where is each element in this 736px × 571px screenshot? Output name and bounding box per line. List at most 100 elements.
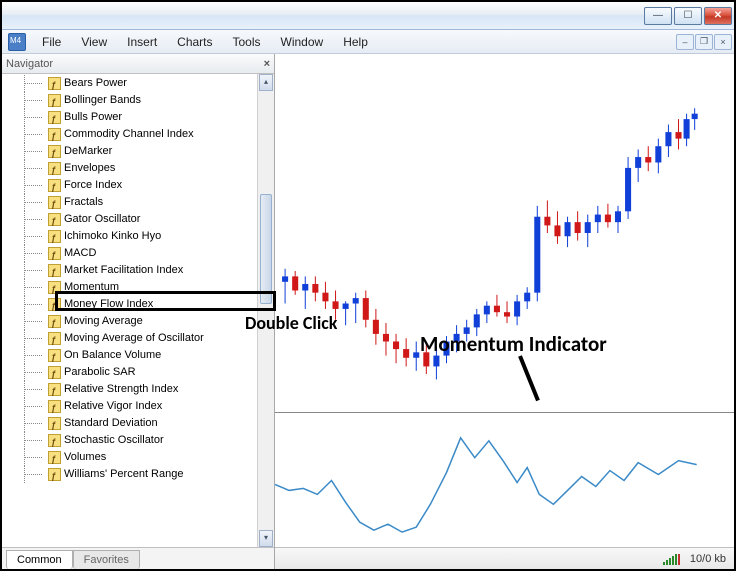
- indicator-item[interactable]: Envelopes: [20, 160, 257, 177]
- mdi-close-button[interactable]: ×: [714, 34, 732, 50]
- fx-icon: [48, 128, 61, 141]
- indicator-label: Force Index: [64, 177, 122, 194]
- indicator-item[interactable]: Parabolic SAR: [20, 364, 257, 381]
- navigator-scrollbar[interactable]: ▴ ▾: [257, 74, 274, 547]
- indicator-item[interactable]: Ichimoko Kinko Hyo: [20, 228, 257, 245]
- indicator-item[interactable]: Money Flow Index: [20, 296, 257, 313]
- indicator-label: MACD: [64, 245, 96, 262]
- fx-icon: [48, 349, 61, 362]
- tab-favorites[interactable]: Favorites: [73, 550, 140, 569]
- fx-icon: [48, 94, 61, 107]
- indicator-item[interactable]: Williams' Percent Range: [20, 466, 257, 483]
- menu-window[interactable]: Window: [271, 31, 334, 53]
- indicator-label: Momentum: [64, 279, 119, 296]
- indicator-label: Gator Oscillator: [64, 211, 140, 228]
- fx-icon: [48, 247, 61, 260]
- indicator-label: Volumes: [64, 449, 106, 466]
- indicator-item[interactable]: Fractals: [20, 194, 257, 211]
- fx-icon: [48, 145, 61, 158]
- indicator-label: Money Flow Index: [64, 296, 153, 313]
- indicator-item[interactable]: Commodity Channel Index: [20, 126, 257, 143]
- chart-area[interactable]: 10/0 kb: [275, 54, 734, 569]
- indicator-label: Fractals: [64, 194, 103, 211]
- menu-help[interactable]: Help: [333, 31, 378, 53]
- navigator-close-icon[interactable]: ×: [264, 58, 270, 70]
- fx-icon: [48, 366, 61, 379]
- fx-icon: [48, 400, 61, 413]
- indicator-item[interactable]: Bollinger Bands: [20, 92, 257, 109]
- status-kb: 10/0 kb: [690, 553, 726, 565]
- indicator-item[interactable]: DeMarker: [20, 143, 257, 160]
- indicator-label: Envelopes: [64, 160, 115, 177]
- indicator-item[interactable]: Volumes: [20, 449, 257, 466]
- navigator-tabs: Common Favorites: [2, 547, 274, 569]
- indicator-item[interactable]: Stochastic Oscillator: [20, 432, 257, 449]
- indicator-label: Bollinger Bands: [64, 92, 141, 109]
- menu-tools[interactable]: Tools: [223, 31, 271, 53]
- indicator-item[interactable]: Bulls Power: [20, 109, 257, 126]
- indicator-subwindow[interactable]: [275, 412, 734, 547]
- indicator-label: Parabolic SAR: [64, 364, 136, 381]
- fx-icon: [48, 332, 61, 345]
- window-maximize-button[interactable]: ☐: [674, 7, 702, 25]
- fx-icon: [48, 298, 61, 311]
- indicator-item[interactable]: MACD: [20, 245, 257, 262]
- indicator-item[interactable]: Bears Power: [20, 75, 257, 92]
- indicator-item[interactable]: Momentum: [20, 279, 257, 296]
- indicator-label: Bulls Power: [64, 109, 122, 126]
- indicator-label: Bears Power: [64, 75, 127, 92]
- menu-view[interactable]: View: [71, 31, 117, 53]
- mdi-restore-button[interactable]: ❐: [695, 34, 713, 50]
- fx-icon: [48, 434, 61, 447]
- fx-icon: [48, 264, 61, 277]
- menubar: FileViewInsertChartsToolsWindowHelp – ❐ …: [2, 30, 734, 54]
- fx-icon: [48, 111, 61, 124]
- indicator-label: Relative Strength Index: [64, 381, 178, 398]
- indicator-item[interactable]: Moving Average of Oscillator: [20, 330, 257, 347]
- indicator-tree[interactable]: Bears PowerBollinger BandsBulls PowerCom…: [2, 74, 257, 547]
- window-close-button[interactable]: ✕: [704, 7, 732, 25]
- indicator-label: Standard Deviation: [64, 415, 158, 432]
- fx-icon: [48, 196, 61, 209]
- navigator-title: Navigator: [6, 58, 53, 70]
- indicator-item[interactable]: Gator Oscillator: [20, 211, 257, 228]
- price-chart[interactable]: [275, 54, 734, 412]
- scroll-up-button[interactable]: ▴: [259, 74, 273, 91]
- indicator-item[interactable]: Relative Strength Index: [20, 381, 257, 398]
- indicator-item[interactable]: Relative Vigor Index: [20, 398, 257, 415]
- tab-common[interactable]: Common: [6, 550, 73, 569]
- indicator-label: Moving Average: [64, 313, 143, 330]
- fx-icon: [48, 213, 61, 226]
- fx-icon: [48, 383, 61, 396]
- indicator-label: Williams' Percent Range: [64, 466, 183, 483]
- fx-icon: [48, 468, 61, 481]
- fx-icon: [48, 315, 61, 328]
- fx-icon: [48, 162, 61, 175]
- indicator-label: Relative Vigor Index: [64, 398, 162, 415]
- indicator-label: Ichimoko Kinko Hyo: [64, 228, 161, 245]
- menu-charts[interactable]: Charts: [167, 31, 222, 53]
- fx-icon: [48, 77, 61, 90]
- scroll-thumb[interactable]: [260, 194, 272, 304]
- menu-insert[interactable]: Insert: [117, 31, 167, 53]
- menu-file[interactable]: File: [32, 31, 71, 53]
- indicator-item[interactable]: On Balance Volume: [20, 347, 257, 364]
- statusbar: 10/0 kb: [275, 547, 734, 569]
- titlebar: — ☐ ✕: [2, 2, 734, 30]
- indicator-item[interactable]: Moving Average: [20, 313, 257, 330]
- fx-icon: [48, 451, 61, 464]
- fx-icon: [48, 417, 61, 430]
- indicator-label: Stochastic Oscillator: [64, 432, 164, 449]
- fx-icon: [48, 281, 61, 294]
- app-icon: [8, 33, 26, 51]
- scroll-down-button[interactable]: ▾: [259, 530, 273, 547]
- indicator-item[interactable]: Market Facilitation Index: [20, 262, 257, 279]
- window-minimize-button[interactable]: —: [644, 7, 672, 25]
- indicator-label: DeMarker: [64, 143, 112, 160]
- fx-icon: [48, 230, 61, 243]
- mdi-minimize-button[interactable]: –: [676, 34, 694, 50]
- indicator-item[interactable]: Force Index: [20, 177, 257, 194]
- connection-bars-icon: [663, 553, 680, 565]
- indicator-item[interactable]: Standard Deviation: [20, 415, 257, 432]
- fx-icon: [48, 179, 61, 192]
